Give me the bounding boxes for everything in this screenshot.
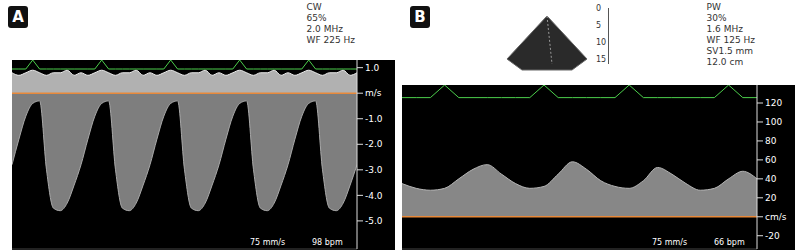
svg-text:1.0: 1.0 [365,63,380,73]
svg-text:-1.0: -1.0 [365,114,383,124]
html-text:12.0 cm: 12.0 cm [706,57,744,67]
html-text:5: 5 [596,21,602,30]
html-text:B: B [414,8,426,26]
svg-text:m/s: m/s [365,88,382,98]
svg-text:cm/s: cm/s [765,212,787,222]
html-text:65%: 65% [306,13,327,23]
html-text:15: 15 [596,55,607,64]
html-text:PW: PW [706,2,721,12]
svg-text:-2.0: -2.0 [365,139,383,149]
html-text:WF 125 Hz: WF 125 Hz [706,35,755,45]
svg-text:80: 80 [765,136,777,146]
html-text:2.0 MHz: 2.0 MHz [306,24,343,34]
svg-text:-5.0: -5.0 [365,216,383,226]
svg-text:-3.0: -3.0 [365,165,383,175]
html-text:CW: CW [306,2,322,12]
svg-text:120: 120 [765,98,782,108]
svg-text:40: 40 [765,174,777,184]
html-text:66 bpm: 66 bpm [714,238,745,247]
svg-text:-20: -20 [765,231,780,241]
html-text:75 mm/s: 75 mm/s [250,238,286,247]
html-text:1.6 MHz: 1.6 MHz [706,24,743,34]
html-text:98 bpm: 98 bpm [312,238,343,247]
svg-text:100: 100 [765,117,782,127]
html-text:10: 10 [596,38,607,47]
html-text:75 mm/s: 75 mm/s [652,238,688,247]
svg-text:-4.0: -4.0 [365,191,383,201]
html-text:0: 0 [596,4,602,13]
html-text:SV1.5 mm: SV1.5 mm [706,46,754,56]
svg-text:20: 20 [765,193,777,203]
html-text:A: A [12,8,24,26]
svg-text:60: 60 [765,155,777,165]
html-text:30%: 30% [706,13,727,23]
html-text:WF 225 Hz: WF 225 Hz [306,35,355,45]
